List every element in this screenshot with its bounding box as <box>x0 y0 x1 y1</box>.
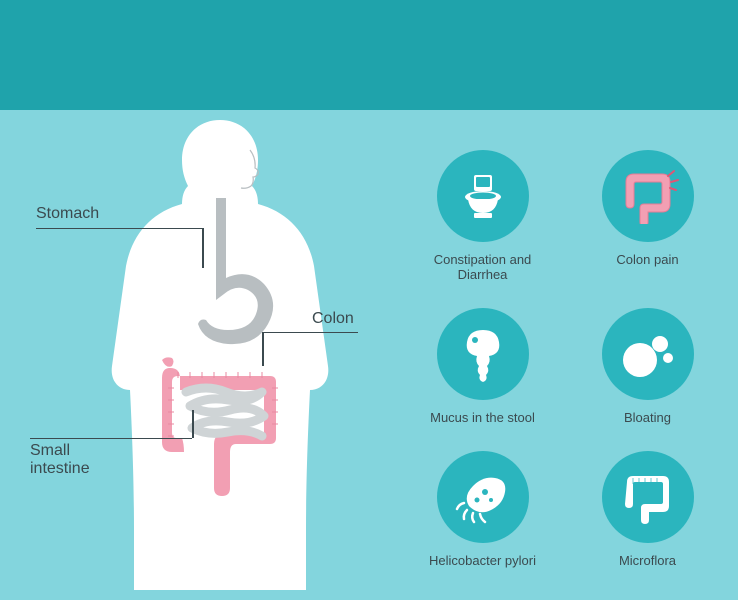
infographic-canvas: IBS SIGNS AND SYMPTOMS Irritable Bowel S… <box>0 0 738 600</box>
body-silhouette <box>112 120 329 590</box>
tick-small-intestine <box>192 410 194 438</box>
symptom-label: Bloating <box>624 410 671 425</box>
symptom-helicobacter: Helicobacter pylori <box>410 451 555 568</box>
label-small-intestine: Small intestine <box>30 442 90 478</box>
symptom-circle <box>602 308 694 400</box>
label-stomach: Stomach <box>36 205 99 223</box>
line-stomach <box>36 228 202 229</box>
symptom-constipation-diarrhea: Constipation and Diarrhea <box>410 150 555 282</box>
tick-stomach <box>202 228 204 268</box>
body-diagram <box>90 120 350 590</box>
symptom-label: Microflora <box>619 553 676 568</box>
symptom-colon-pain: Colon pain <box>575 150 720 282</box>
toilet-icon <box>456 169 510 223</box>
symptom-circle <box>602 150 694 242</box>
symptom-mucus: Mucus in the stool <box>410 308 555 425</box>
tick-colon <box>262 332 264 366</box>
symptom-microflora: Microflora <box>575 451 720 568</box>
colon-pain-icon <box>616 168 680 224</box>
mucus-icon <box>458 326 508 382</box>
symptom-circle <box>437 150 529 242</box>
symptom-bloating: Bloating <box>575 308 720 425</box>
line-small-intestine <box>30 438 192 439</box>
symptom-circle <box>437 451 529 543</box>
symptom-circle <box>602 451 694 543</box>
symptoms-grid: Constipation and Diarrhea Colon pain <box>410 150 720 568</box>
line-colon <box>262 332 358 333</box>
symptom-circle <box>437 308 529 400</box>
symptom-label: Constipation and Diarrhea <box>410 252 555 282</box>
bacteria-icon <box>455 470 511 524</box>
symptom-label: Helicobacter pylori <box>429 553 536 568</box>
intestine-icon <box>619 470 677 524</box>
label-colon: Colon <box>312 310 354 328</box>
symptom-label: Mucus in the stool <box>430 410 535 425</box>
bubbles-icon <box>618 326 678 382</box>
symptom-label: Colon pain <box>616 252 678 267</box>
